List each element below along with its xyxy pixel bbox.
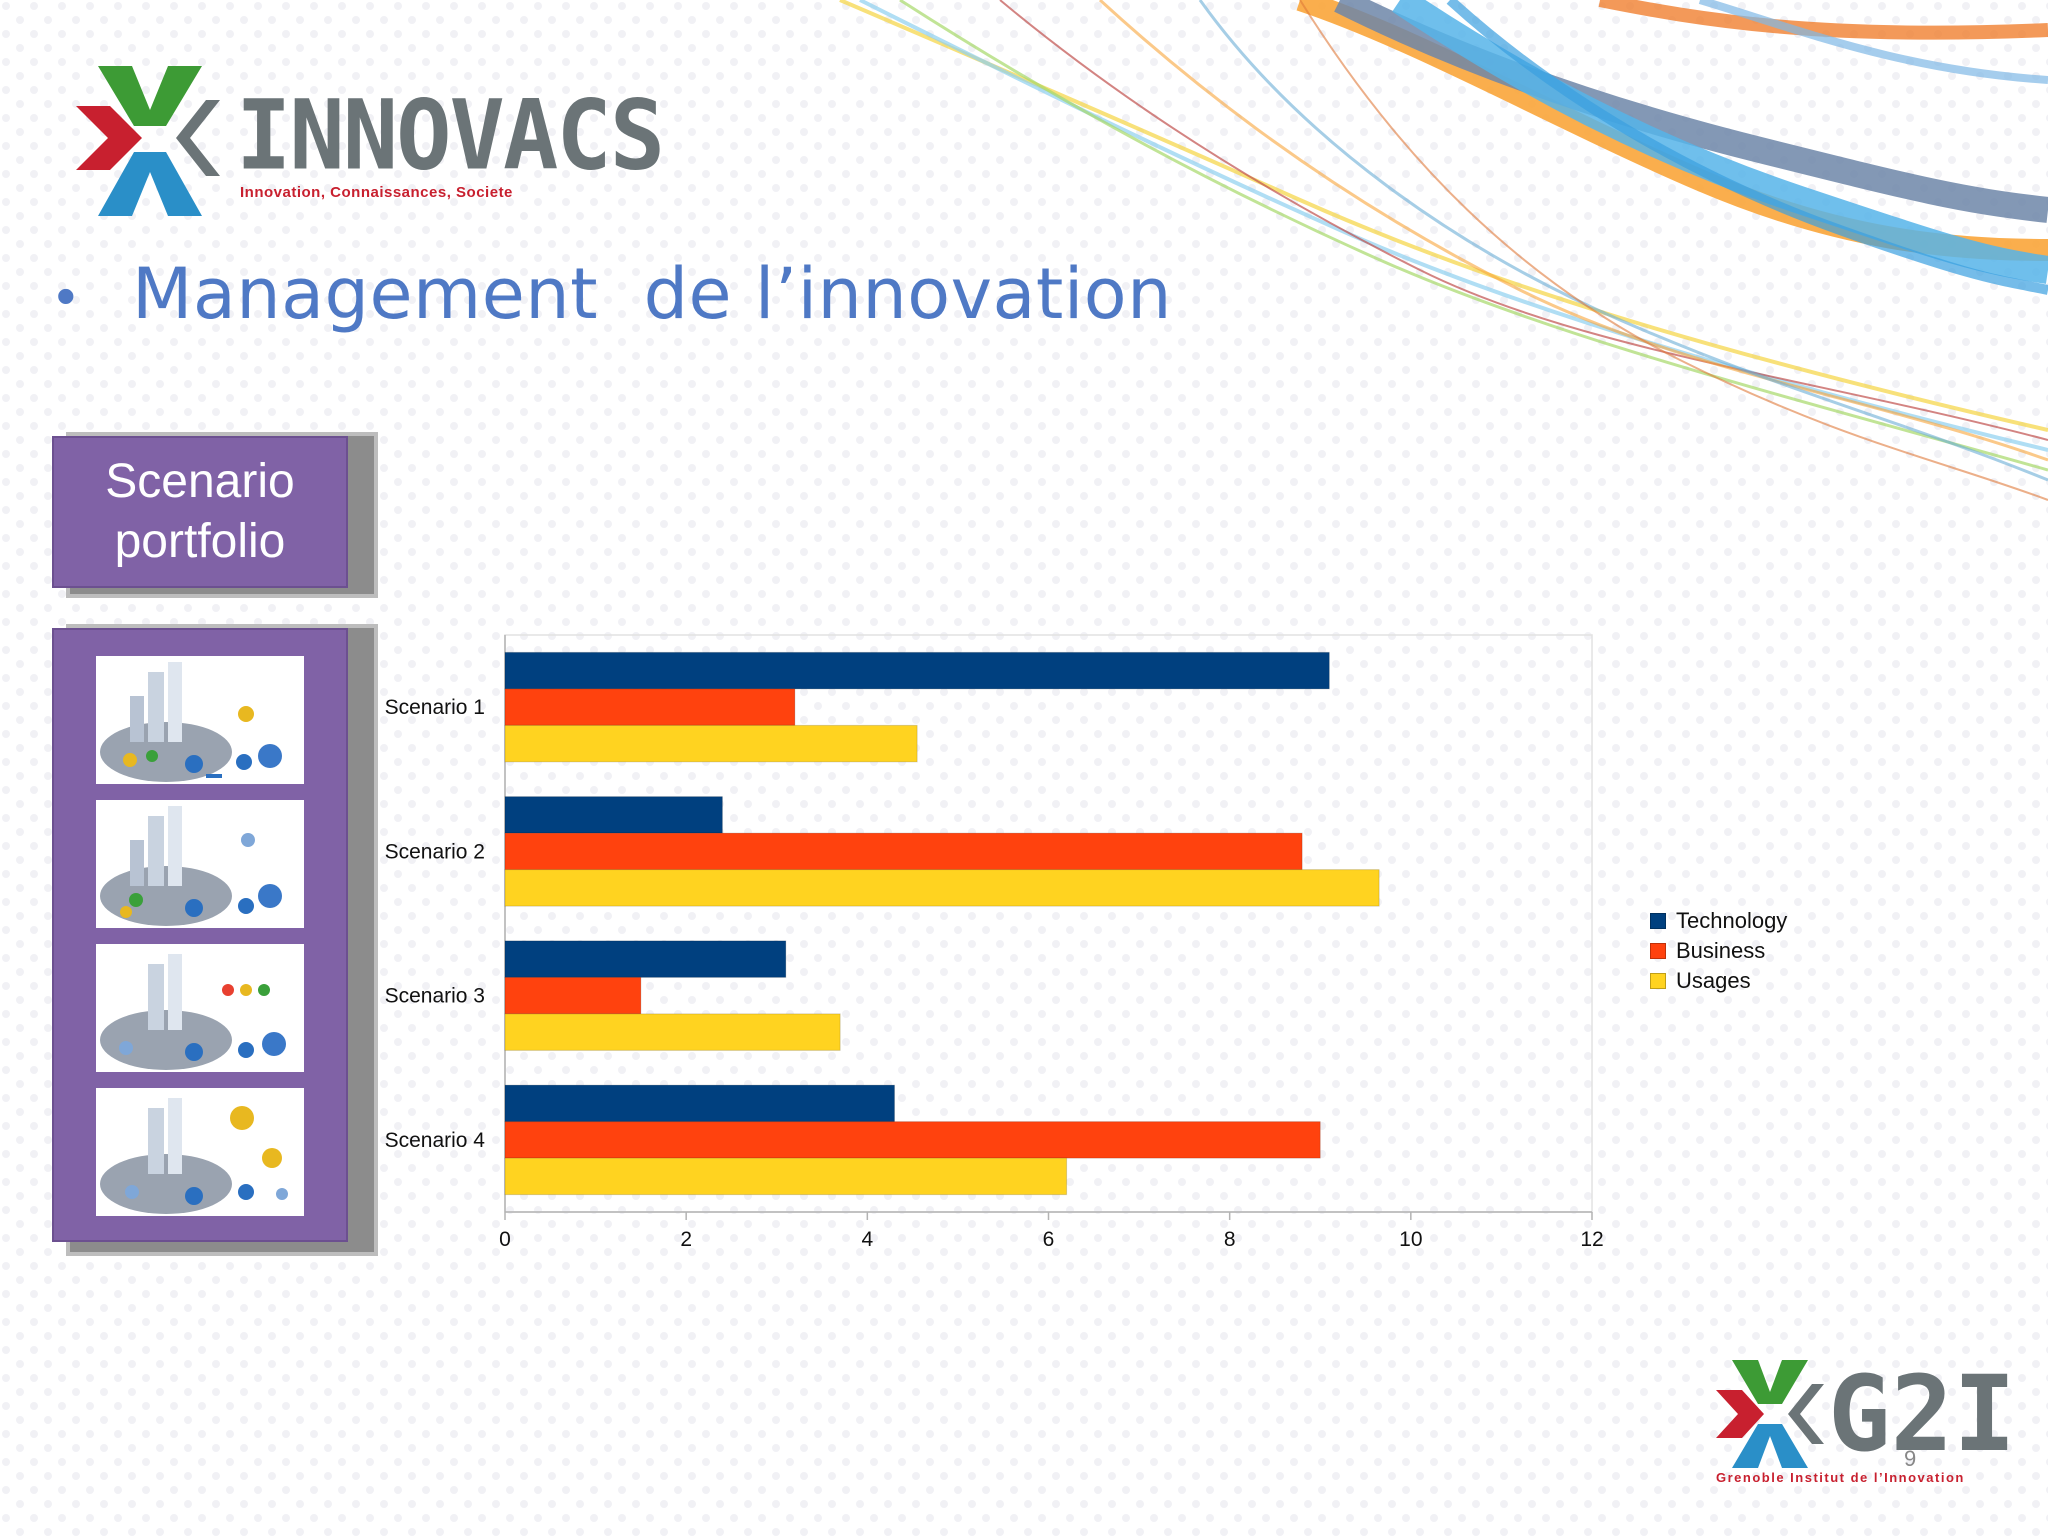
innovacs-wordmark: INNOVACS [236, 79, 665, 192]
legend-item-business: Business [1650, 936, 1787, 966]
bar-business-1 [504, 688, 796, 726]
legend-swatch [1650, 913, 1666, 929]
bar-technology-1 [504, 651, 1330, 690]
scenario-1-thumbnail-icon [100, 662, 282, 782]
bar-technology-4 [504, 1084, 896, 1123]
scenario-bar-chart: Scenario 1 Scenario 2 Scenario 3 Scenario 4… [385, 634, 1604, 1251]
legend-label: Business [1676, 938, 1766, 963]
scenario-2-thumbnail [96, 800, 304, 928]
bar-usages-2 [504, 869, 1380, 907]
g2i-logo: G2I Grenoble Institut de l’Innovation [1712, 1360, 2016, 1490]
g2i-tagline: Grenoble Institut de l’Innovation [1716, 1470, 1965, 1485]
bar-usages-1 [504, 724, 918, 763]
x-tick-label: 6 [1043, 1228, 1055, 1251]
category-label: Scenario 1 [385, 696, 485, 719]
legend-swatch [1650, 943, 1666, 959]
scenario-4-thumbnail [96, 1088, 304, 1216]
scenario-2-thumbnail-icon [100, 806, 282, 926]
category-label: Scenario 2 [385, 840, 485, 863]
legend-swatch [1650, 973, 1666, 989]
legend-label: Technology [1676, 908, 1788, 933]
g2i-wordmark: G2I [1828, 1353, 2016, 1475]
bar-business-2 [504, 832, 1303, 871]
chart-legend: Technology Business Usages [1650, 906, 1787, 996]
legend-item-technology: Technology [1650, 906, 1787, 936]
page-title: Management de l’innovation [132, 253, 1172, 335]
bar-usages-4 [504, 1157, 1068, 1196]
x-tick-label: 8 [1224, 1228, 1236, 1251]
bar-technology-2 [504, 796, 723, 834]
bar-business-3 [504, 976, 642, 1015]
scenario-thumbnail-panel [52, 628, 348, 1242]
scenario-1-thumbnail [96, 656, 304, 784]
innovacs-tagline: Innovation, Connaissances, Societe [240, 184, 513, 201]
innovacs-logo: INNOVACS Innovation, Connaissances, Soci… [70, 66, 665, 216]
x-tick-label: 0 [499, 1228, 511, 1251]
bullet-icon: • [56, 264, 76, 327]
g2i-emblem-icon [1716, 1360, 1824, 1468]
x-tick-label: 4 [861, 1228, 873, 1251]
innovacs-emblem-icon [76, 66, 220, 216]
x-tick-label: 12 [1580, 1228, 1603, 1251]
category-label: Scenario 3 [385, 985, 485, 1008]
scenario-portfolio-box: Scenario portfolio [52, 436, 348, 588]
x-tick-label: 10 [1399, 1228, 1422, 1251]
decorative-swoosh-lines [839, 0, 2048, 501]
x-tick-label: 2 [680, 1228, 692, 1251]
category-label: Scenario 4 [385, 1129, 486, 1152]
scenario-box-line1: Scenario [105, 455, 295, 508]
legend-label: Usages [1676, 968, 1751, 993]
scenario-3-thumbnail-icon [100, 954, 286, 1070]
bar-technology-3 [504, 940, 787, 978]
scenario-3-thumbnail [96, 944, 304, 1072]
scenario-4-thumbnail-icon [100, 1098, 288, 1214]
page-number: 9 [1904, 1446, 1917, 1471]
bar-usages-3 [504, 1013, 841, 1051]
bar-business-4 [504, 1121, 1321, 1159]
legend-item-usages: Usages [1650, 966, 1787, 996]
scenario-box-line2: portfolio [114, 515, 286, 568]
